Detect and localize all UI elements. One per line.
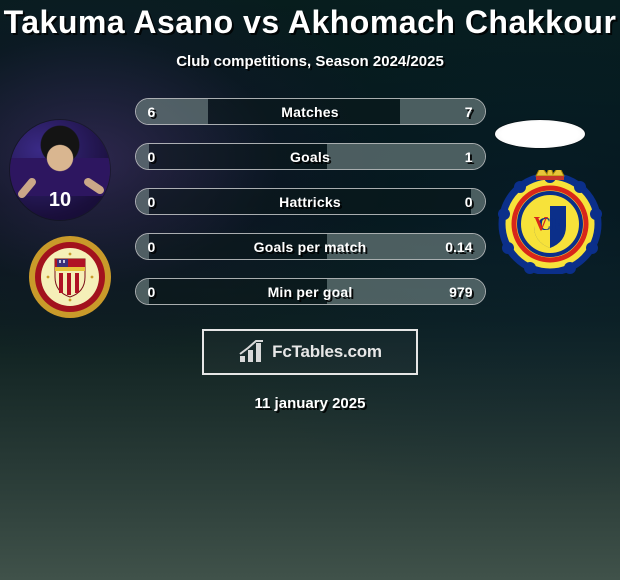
stat-left-value: 6 bbox=[148, 104, 156, 120]
infographic-root: Takuma Asano vs Akhomach Chakkour Club c… bbox=[0, 0, 620, 580]
player-left-avatar: 10 bbox=[10, 120, 110, 220]
stat-row: 6 Matches 7 bbox=[135, 98, 486, 125]
stat-row: 0 Min per goal 979 bbox=[135, 278, 486, 305]
stat-row: 0 Hattricks 0 bbox=[135, 188, 486, 215]
svg-text:V: V bbox=[534, 213, 549, 235]
stat-left-value: 0 bbox=[148, 149, 156, 165]
stat-right-value: 979 bbox=[449, 284, 472, 300]
stat-left-value: 0 bbox=[148, 239, 156, 255]
stat-label: Matches bbox=[281, 104, 338, 120]
stat-row: 0 Goals 1 bbox=[135, 143, 486, 170]
stat-row: 0 Goals per match 0.14 bbox=[135, 233, 486, 260]
comparison-panel: 10 bbox=[0, 98, 620, 412]
stat-left-value: 0 bbox=[148, 284, 156, 300]
stat-right-value: 0 bbox=[465, 194, 473, 210]
team-right-crest: CF V bbox=[498, 170, 602, 274]
stat-fill-right bbox=[327, 144, 484, 169]
page-subtitle: Club competitions, Season 2024/2025 bbox=[176, 53, 444, 70]
stat-label: Hattricks bbox=[279, 194, 341, 210]
comparison-bars: 6 Matches 7 0 Goals 1 0 Hattricks 0 bbox=[135, 98, 486, 305]
stat-right-value: 0.14 bbox=[445, 239, 472, 255]
player-right-avatar bbox=[495, 120, 585, 148]
watermark-text: FcTables.com bbox=[272, 342, 382, 362]
stat-left-value: 0 bbox=[148, 194, 156, 210]
stat-right-value: 1 bbox=[465, 149, 473, 165]
stat-label: Min per goal bbox=[268, 284, 353, 300]
villarreal-crest-icon: CF V bbox=[498, 170, 602, 274]
team-left-crest bbox=[28, 235, 112, 319]
stat-right-value: 7 bbox=[465, 104, 473, 120]
stat-fill-left bbox=[136, 99, 208, 124]
jersey-number-icon: 10 bbox=[10, 120, 110, 220]
stat-label: Goals bbox=[290, 149, 330, 165]
watermark-barchart-icon bbox=[238, 340, 266, 364]
watermark-box: FcTables.com bbox=[202, 329, 418, 375]
mallorca-crest-icon bbox=[28, 235, 112, 319]
page-title: Takuma Asano vs Akhomach Chakkour bbox=[4, 4, 617, 41]
svg-text:10: 10 bbox=[49, 189, 71, 211]
stat-label: Goals per match bbox=[254, 239, 367, 255]
snapshot-date: 11 january 2025 bbox=[0, 395, 620, 412]
